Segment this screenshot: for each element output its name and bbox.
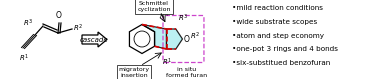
Polygon shape bbox=[166, 29, 183, 49]
Text: •mild reaction conditions: •mild reaction conditions bbox=[232, 5, 323, 11]
Text: •atom and step economy: •atom and step economy bbox=[232, 33, 324, 39]
Text: $R^1$: $R^1$ bbox=[19, 53, 29, 64]
Text: $R^3$: $R^3$ bbox=[23, 17, 33, 29]
Text: $R^2$: $R^2$ bbox=[191, 30, 200, 42]
Text: O: O bbox=[56, 11, 62, 20]
Text: •one-pot 3 rings and 4 bonds: •one-pot 3 rings and 4 bonds bbox=[232, 46, 338, 52]
Text: cascade: cascade bbox=[80, 36, 108, 43]
Text: $R^3$: $R^3$ bbox=[178, 13, 188, 24]
Text: migratory
insertion: migratory insertion bbox=[118, 67, 150, 78]
Text: •wide substrate scopes: •wide substrate scopes bbox=[232, 19, 317, 25]
Text: $R^2$: $R^2$ bbox=[73, 22, 83, 34]
Text: Schmittel
cyclization: Schmittel cyclization bbox=[137, 1, 171, 12]
Polygon shape bbox=[142, 24, 166, 49]
Text: O: O bbox=[183, 35, 189, 44]
Text: $R^4$: $R^4$ bbox=[160, 11, 170, 22]
Text: in situ
formed furan: in situ formed furan bbox=[166, 67, 207, 78]
Text: $R^1$: $R^1$ bbox=[161, 57, 172, 68]
Text: •six-substitued benzofuran: •six-substitued benzofuran bbox=[232, 60, 330, 66]
